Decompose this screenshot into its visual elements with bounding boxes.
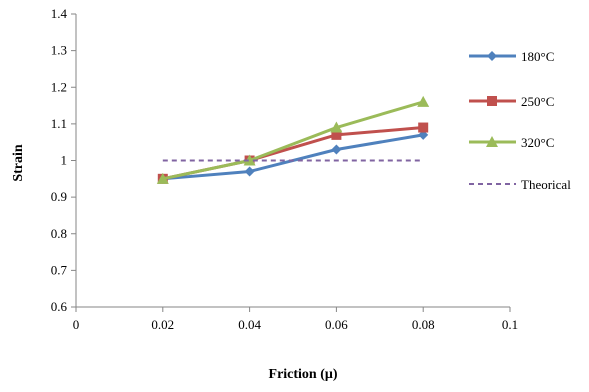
data-point-250-c [418,122,429,133]
legend-label-320-c: 320°C [521,135,554,150]
data-point-320-c [330,121,343,133]
series-line-180-c [162,133,424,181]
legend-marker-250-c [487,96,497,106]
data-point-180-c [244,166,255,177]
legend: 180°C 250°C 320°C Theorical [469,49,571,192]
x-tick-label: 0.08 [412,317,435,332]
legend-label-180-c: 180°C [521,49,554,64]
y-tick-label: 1.2 [51,79,67,94]
y-tick-label: 0.6 [51,299,68,314]
y-axis-title: Strain [11,144,26,182]
legend-marker-180-c [487,51,497,61]
data-point-180-c [331,144,342,155]
y-tick-label: 1 [61,153,68,168]
series-line-320-c [162,100,424,181]
x-tick-label: 0.06 [325,317,348,332]
y-tick-label: 0.8 [51,226,67,241]
x-axis-title: Friction (μ) [269,367,338,382]
legend-label-250-c: 250°C [521,94,554,109]
legend-marker-320-c [486,136,498,147]
data-point-320-c [417,95,430,107]
x-tick-label: 0 [73,317,80,332]
y-tick-label: 1.4 [51,6,68,21]
data-point-320-c [156,172,169,184]
data-point-320-c [243,154,256,166]
plot-area [156,95,430,184]
x-tick-label: 0.04 [238,317,261,332]
data-point-250-c [331,129,342,140]
y-tick-label: 0.7 [51,262,68,277]
y-tick-label: 0.9 [51,189,67,204]
x-tick-label: 0.1 [502,317,518,332]
y-tick-label: 1.1 [51,116,67,131]
y-tick-label: 1.3 [51,43,67,58]
legend-label-theorical: Theorical [521,177,571,192]
x-tick-label: 0.02 [151,317,174,332]
axes: 0.6 0.7 0.8 0.9 1 1.1 1.2 1.3 1.4 0 0.02 0.04 0.06 0.… [51,6,518,332]
